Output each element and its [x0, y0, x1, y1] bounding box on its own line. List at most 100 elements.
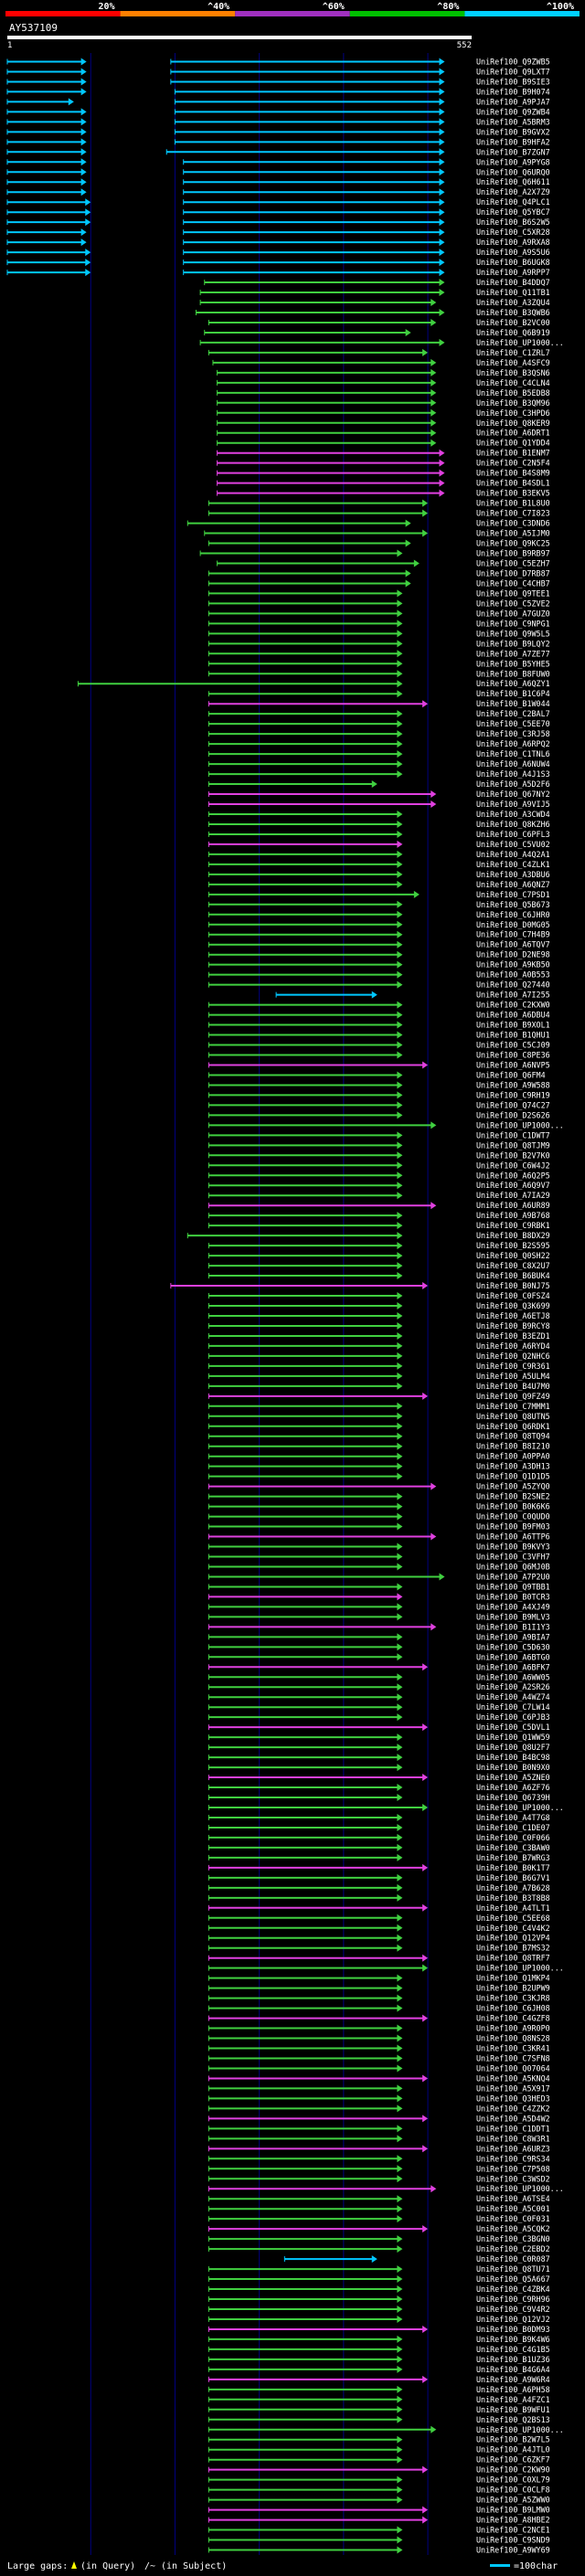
hit-label[interactable]: UniRef100_C5EE70: [476, 719, 550, 728]
hit-label[interactable]: UniRef100_B7ZGN7: [476, 147, 550, 156]
hit-label[interactable]: UniRef100_B6G7V1: [476, 1873, 550, 1882]
hit-label[interactable]: UniRef100_A5C001: [476, 2204, 550, 2213]
hit-label[interactable]: UniRef100_C1ZRL7: [476, 348, 550, 357]
hit-label[interactable]: UniRef100_A9R0P0: [476, 2024, 550, 2033]
hit-label[interactable]: UniRef100_C8PE36: [476, 1051, 550, 1060]
hit-label[interactable]: UniRef100_A7P2U0: [476, 1572, 550, 1581]
hit-label[interactable]: UniRef100_B0K6K6: [476, 1502, 550, 1511]
hit-label[interactable]: UniRef100_C0QUD0: [476, 1512, 550, 1521]
hit-label[interactable]: UniRef100_A2X7Z9: [476, 187, 550, 196]
hit-label[interactable]: UniRef100_Q9FZ49: [476, 1392, 550, 1401]
hit-label[interactable]: UniRef100_A7GUZ0: [476, 609, 550, 618]
hit-label[interactable]: UniRef100_Q8TJM9: [476, 1140, 550, 1150]
hit-label[interactable]: UniRef100_B4U7M0: [476, 1382, 550, 1391]
hit-label[interactable]: UniRef100_A9PJA7: [476, 97, 550, 106]
hit-label[interactable]: UniRef100_B0TCR3: [476, 1592, 550, 1601]
hit-label[interactable]: UniRef100_A9W588: [476, 1080, 550, 1089]
hit-label[interactable]: UniRef100_A3DH13: [476, 1462, 550, 1471]
hit-label[interactable]: UniRef100_B2UPW9: [476, 1984, 550, 1993]
hit-label[interactable]: UniRef100_C7LW14: [476, 1702, 550, 1712]
hit-label[interactable]: UniRef100_Q5YBC7: [476, 207, 550, 217]
hit-label[interactable]: UniRef100_C3HPD6: [476, 408, 550, 418]
hit-label[interactable]: UniRef100_A9BIA7: [476, 1632, 550, 1641]
hit-label[interactable]: UniRef100_C6PJB3: [476, 1712, 550, 1722]
hit-label[interactable]: UniRef100_A6TQV7: [476, 940, 550, 949]
hit-label[interactable]: UniRef100_A4J1S3: [476, 769, 550, 779]
hit-label[interactable]: UniRef100_A6PH58: [476, 2385, 550, 2394]
hit-label[interactable]: UniRef100_Q8KER9: [476, 419, 550, 428]
hit-label[interactable]: UniRef100_B9H074: [476, 87, 550, 96]
hit-label[interactable]: UniRef100_Q1MKP4: [476, 1974, 550, 1983]
hit-label[interactable]: UniRef100_C1DE07: [476, 1823, 550, 1832]
hit-label[interactable]: UniRef100_C2EBD2: [476, 2244, 550, 2253]
hit-label[interactable]: UniRef100_Q4PLC1: [476, 197, 550, 207]
hit-label[interactable]: UniRef100_A6TTP6: [476, 1532, 550, 1542]
hit-label[interactable]: UniRef100_B6S2W5: [476, 217, 550, 227]
hit-label[interactable]: UniRef100_Q6MJ0B: [476, 1562, 550, 1571]
hit-label[interactable]: UniRef100_C5EE68: [476, 1913, 550, 1923]
hit-label[interactable]: UniRef100_Q8U2F7: [476, 1743, 550, 1752]
hit-label[interactable]: UniRef100_Q12VJ2: [476, 2315, 550, 2324]
hit-label[interactable]: UniRef100_A6TSE4: [476, 2194, 550, 2203]
hit-label[interactable]: UniRef100_B9MLV3: [476, 1612, 550, 1621]
hit-label[interactable]: UniRef100_A9W6R4: [476, 2375, 550, 2384]
hit-label[interactable]: UniRef100_B7WRG3: [476, 1853, 550, 1862]
hit-label[interactable]: UniRef100_Q8NS28: [476, 2034, 550, 2043]
hit-label[interactable]: UniRef100_A6Q2P5: [476, 1171, 550, 1180]
hit-label[interactable]: UniRef100_A8HBE2: [476, 2516, 550, 2525]
hit-label[interactable]: UniRef100_B3QSN6: [476, 368, 550, 377]
hit-label[interactable]: UniRef100_A6DBU4: [476, 1011, 550, 1020]
hit-label[interactable]: UniRef100_UP1000...: [476, 1120, 564, 1129]
hit-label[interactable]: UniRef100_A9VIJ5: [476, 800, 550, 809]
hit-label[interactable]: UniRef100_A6BFK7: [476, 1662, 550, 1671]
hit-label[interactable]: UniRef100_B5YHE5: [476, 659, 550, 668]
hit-label[interactable]: UniRef100_Q3K699: [476, 1301, 550, 1310]
hit-label[interactable]: UniRef100_B3EZD1: [476, 1331, 550, 1341]
hit-label[interactable]: UniRef100_C4GZF8: [476, 2014, 550, 2023]
hit-label[interactable]: UniRef100_B4SDL1: [476, 479, 550, 488]
hit-label[interactable]: UniRef100_C9RH19: [476, 1090, 550, 1099]
hit-label[interactable]: UniRef100_B7MS32: [476, 1944, 550, 1953]
hit-label[interactable]: UniRef100_Q2BS13: [476, 2415, 550, 2424]
hit-label[interactable]: UniRef100_Q8TQ94: [476, 1432, 550, 1441]
hit-label[interactable]: UniRef100_UP1000...: [476, 1964, 564, 1973]
hit-label[interactable]: UniRef100_B3QWB6: [476, 308, 550, 317]
hit-label[interactable]: UniRef100_B9SIE3: [476, 77, 550, 86]
hit-label[interactable]: UniRef100_A5D4W2: [476, 2114, 550, 2123]
hit-label[interactable]: UniRef100_Q9TEE1: [476, 588, 550, 598]
hit-label[interactable]: UniRef100_B9LQY2: [476, 639, 550, 648]
hit-label[interactable]: UniRef100_Q9W5L5: [476, 629, 550, 638]
hit-label[interactable]: UniRef100_C0XL79: [476, 2475, 550, 2485]
hit-label[interactable]: UniRef100_B2V7K0: [476, 1150, 550, 1160]
hit-label[interactable]: UniRef100_B8DX29: [476, 1231, 550, 1240]
hit-label[interactable]: UniRef100_B4G6A4: [476, 2365, 550, 2374]
hit-label[interactable]: UniRef100_Q9TBB1: [476, 1582, 550, 1591]
hit-label[interactable]: UniRef100_C4CHB7: [476, 578, 550, 588]
hit-label[interactable]: UniRef100_A9RXA8: [476, 238, 550, 247]
hit-label[interactable]: UniRef100_B1UZ36: [476, 2355, 550, 2364]
hit-label[interactable]: UniRef100_Q8KZH6: [476, 820, 550, 829]
hit-label[interactable]: UniRef100_B8FUW0: [476, 669, 550, 678]
hit-label[interactable]: UniRef100_Q9ZWB4: [476, 107, 550, 116]
hit-label[interactable]: UniRef100_C1DWT7: [476, 1130, 550, 1140]
hit-label[interactable]: UniRef100_C9RS34: [476, 2154, 550, 2163]
hit-label[interactable]: UniRef100_B1C6P4: [476, 689, 550, 698]
hit-label[interactable]: UniRef100_B9RCY8: [476, 1321, 550, 1330]
hit-label[interactable]: UniRef100_C7MMM1: [476, 1402, 550, 1411]
hit-label[interactable]: UniRef100_A4T7G8: [476, 1813, 550, 1822]
hit-label[interactable]: UniRef100_C5EZH7: [476, 558, 550, 567]
hit-label[interactable]: UniRef100_A6URZ3: [476, 2144, 550, 2153]
hit-label[interactable]: UniRef100_A4FZC1: [476, 2395, 550, 2404]
hit-label[interactable]: UniRef100_B3T8B8: [476, 1893, 550, 1903]
hit-label[interactable]: UniRef100_C9NPG1: [476, 619, 550, 628]
hit-label[interactable]: UniRef100_C4CLN4: [476, 378, 550, 387]
hit-label[interactable]: UniRef100_C5CJ09: [476, 1041, 550, 1050]
hit-label[interactable]: UniRef100_C5D630: [476, 1642, 550, 1651]
hit-label[interactable]: UniRef100_Q74C27: [476, 1100, 550, 1109]
hit-label[interactable]: UniRef100_UP1000...: [476, 2184, 564, 2193]
hit-label[interactable]: UniRef100_A7IA29: [476, 1191, 550, 1200]
hit-label[interactable]: UniRef100_C9RH96: [476, 2295, 550, 2304]
hit-label[interactable]: UniRef100_Q6URQ0: [476, 167, 550, 176]
hit-label[interactable]: UniRef100_B9XOL1: [476, 1021, 550, 1030]
hit-label[interactable]: UniRef100_A3ZQU4: [476, 298, 550, 307]
